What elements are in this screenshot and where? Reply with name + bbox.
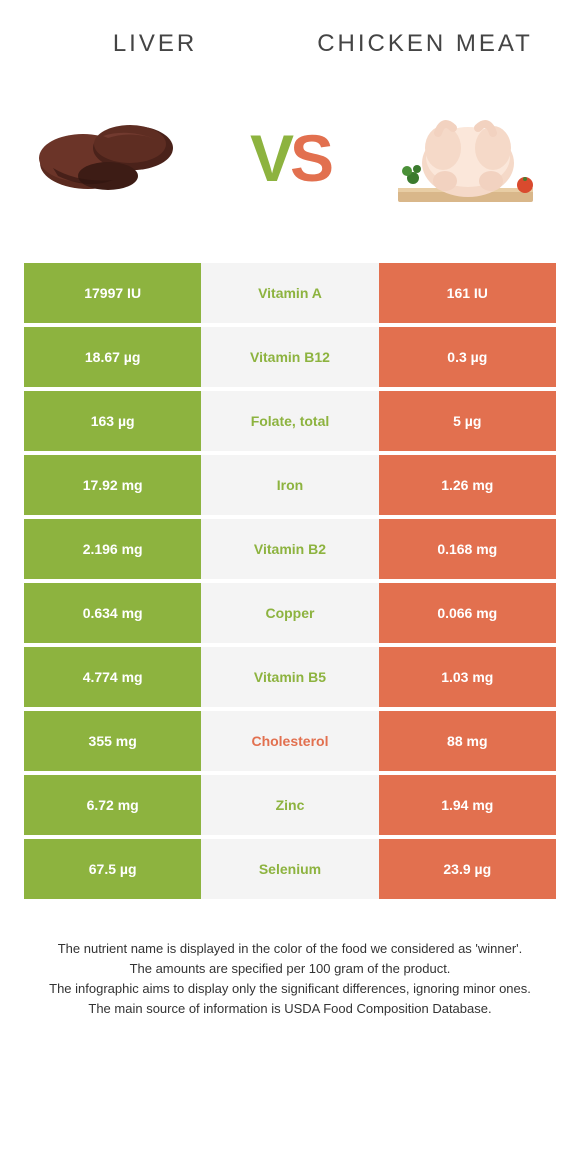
right-value: 23.9 µg: [379, 839, 556, 899]
right-value: 1.03 mg: [379, 647, 556, 707]
nutrient-name: Iron: [201, 455, 378, 515]
nutrient-name: Folate, total: [201, 391, 378, 451]
left-value: 6.72 mg: [24, 775, 201, 835]
left-value: 17.92 mg: [24, 455, 201, 515]
left-value: 2.196 mg: [24, 519, 201, 579]
left-food-title: LIVER: [34, 30, 277, 58]
comparison-table: 17997 IUVitamin A161 IU18.67 µgVitamin B…: [24, 263, 556, 899]
nutrient-name: Vitamin A: [201, 263, 378, 323]
left-value: 18.67 µg: [24, 327, 201, 387]
vs-v: V: [250, 121, 290, 195]
nutrient-name: Cholesterol: [201, 711, 378, 771]
chicken-image: [380, 93, 550, 223]
table-row: 2.196 mgVitamin B20.168 mg: [24, 519, 556, 579]
footer-line-1: The nutrient name is displayed in the co…: [26, 939, 554, 959]
table-row: 6.72 mgZinc1.94 mg: [24, 775, 556, 835]
table-row: 163 µgFolate, total5 µg: [24, 391, 556, 451]
right-value: 88 mg: [379, 711, 556, 771]
vs-label: VS: [250, 125, 330, 191]
header: LIVER CHICKEN MEAT: [0, 0, 580, 73]
nutrient-name: Vitamin B5: [201, 647, 378, 707]
table-row: 17.92 mgIron1.26 mg: [24, 455, 556, 515]
nutrient-name: Zinc: [201, 775, 378, 835]
vs-s: S: [290, 121, 330, 195]
right-value: 0.066 mg: [379, 583, 556, 643]
table-row: 355 mgCholesterol88 mg: [24, 711, 556, 771]
footer-line-2: The amounts are specified per 100 gram o…: [26, 959, 554, 979]
right-value: 5 µg: [379, 391, 556, 451]
table-row: 67.5 µgSelenium23.9 µg: [24, 839, 556, 899]
right-value: 1.94 mg: [379, 775, 556, 835]
left-value: 355 mg: [24, 711, 201, 771]
right-value: 0.168 mg: [379, 519, 556, 579]
table-row: 0.634 mgCopper0.066 mg: [24, 583, 556, 643]
nutrient-name: Selenium: [201, 839, 378, 899]
footer-notes: The nutrient name is displayed in the co…: [26, 939, 554, 1020]
table-row: 4.774 mgVitamin B51.03 mg: [24, 647, 556, 707]
footer-line-3: The infographic aims to display only the…: [26, 979, 554, 999]
footer-line-4: The main source of information is USDA F…: [26, 999, 554, 1019]
left-value: 17997 IU: [24, 263, 201, 323]
right-value: 161 IU: [379, 263, 556, 323]
left-value: 163 µg: [24, 391, 201, 451]
left-value: 4.774 mg: [24, 647, 201, 707]
nutrient-name: Copper: [201, 583, 378, 643]
left-value: 67.5 µg: [24, 839, 201, 899]
hero-row: VS: [0, 73, 580, 263]
right-value: 0.3 µg: [379, 327, 556, 387]
nutrient-name: Vitamin B2: [201, 519, 378, 579]
left-value: 0.634 mg: [24, 583, 201, 643]
table-row: 18.67 µgVitamin B120.3 µg: [24, 327, 556, 387]
right-food-title: CHICKEN MEAT: [304, 30, 547, 58]
nutrient-name: Vitamin B12: [201, 327, 378, 387]
liver-image: [30, 93, 200, 223]
table-row: 17997 IUVitamin A161 IU: [24, 263, 556, 323]
right-value: 1.26 mg: [379, 455, 556, 515]
